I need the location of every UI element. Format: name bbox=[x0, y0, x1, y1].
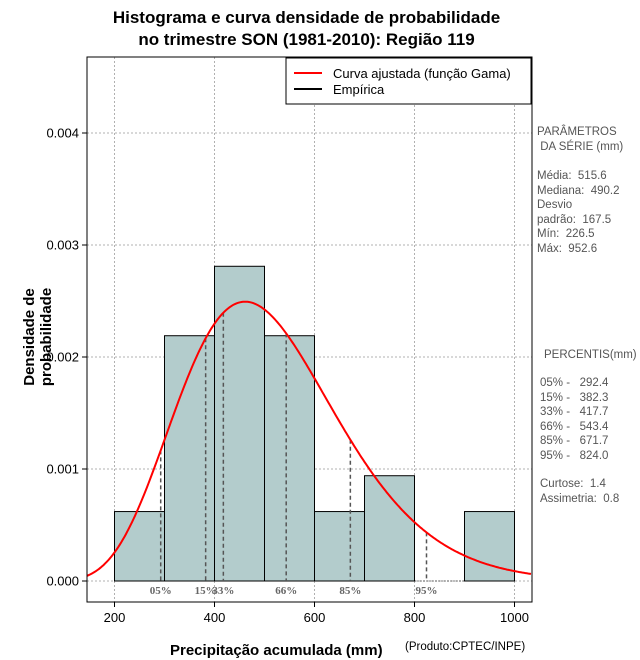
chart-title-line1: Histograma e curva densidade de probabil… bbox=[112, 8, 501, 27]
gamma-fit-curve bbox=[86, 300, 532, 577]
stat-mediana: Mediana: 490.2 bbox=[537, 185, 620, 197]
chart-title-line2: no trimestre SON (1981-2010): Região 119 bbox=[138, 30, 475, 49]
x-tick-label: 800 bbox=[404, 610, 426, 625]
stat-media: Média: 515.6 bbox=[537, 170, 607, 182]
stat-max: Máx: 952.6 bbox=[537, 243, 598, 255]
params-title-2: DA SÉRIE (mm) bbox=[537, 141, 624, 153]
pct-95: 95% - 824.0 bbox=[540, 450, 609, 462]
percentile-label: 15% bbox=[195, 585, 217, 597]
pct-15: 15% - 382.3 bbox=[540, 392, 609, 404]
percentile-label: 85% bbox=[339, 585, 361, 597]
product-credit: (Produto:CPTEC/INPE) bbox=[405, 641, 526, 653]
percentiles-title: PERCENTIS(mm) bbox=[544, 349, 637, 361]
y-tick-label: 0.002 bbox=[46, 350, 79, 365]
legend-label-empirical: Empírica bbox=[333, 82, 385, 97]
histogram-bar bbox=[364, 475, 415, 582]
pct-05: 05% - 292.4 bbox=[540, 377, 609, 389]
x-axis-label: Precipitação acumulada (mm) bbox=[170, 642, 383, 659]
percentile-label: 33% bbox=[212, 585, 234, 597]
y-axis-label: Densidade de probabilidade bbox=[21, 287, 55, 387]
x-tick-label: 200 bbox=[104, 610, 126, 625]
histogram-bar bbox=[264, 335, 315, 582]
stat-assimetria: Assimetria: 0.8 bbox=[540, 493, 620, 505]
percentile-lines bbox=[159, 312, 428, 581]
pct-66: 66% - 543.4 bbox=[540, 421, 609, 433]
x-tick-label: 400 bbox=[204, 610, 226, 625]
percentile-label: 05% bbox=[150, 585, 172, 597]
stat-min: Mín: 226.5 bbox=[537, 228, 595, 240]
stat-desvio: Desvio bbox=[537, 199, 573, 211]
y-tick-label: 0.004 bbox=[46, 126, 79, 141]
params-title-1: PARÂMETROS bbox=[537, 126, 617, 138]
axes: 200 400 600 800 1000 0.000 0.001 0.002 0.003 0.00… bbox=[46, 126, 529, 626]
legend-label-fit: Curva ajustada (função Gama) bbox=[333, 66, 511, 81]
legend-box bbox=[285, 57, 532, 105]
percentile-label: 66% bbox=[275, 585, 297, 597]
histogram-bar bbox=[114, 511, 165, 582]
histogram-bar bbox=[214, 265, 265, 582]
x-tick-label: 600 bbox=[304, 610, 326, 625]
y-tick-label: 0.003 bbox=[46, 238, 79, 253]
histogram-bars bbox=[114, 265, 515, 582]
percentile-label: 95% bbox=[416, 585, 438, 597]
pct-85: 85% - 671.7 bbox=[540, 435, 609, 447]
percentile-labels: 05% 15%33% 66% 85% 95% bbox=[150, 585, 438, 597]
y-tick-label: 0.000 bbox=[46, 574, 79, 589]
x-tick-label: 1000 bbox=[500, 610, 529, 625]
histogram-bar bbox=[314, 511, 365, 582]
y-tick-label: 0.001 bbox=[46, 462, 79, 477]
legend: Curva ajustada (função Gama) Empírica bbox=[285, 57, 532, 105]
stat-curtose: Curtose: 1.4 bbox=[540, 478, 606, 490]
stat-padrao: padrão: 167.5 bbox=[537, 214, 612, 226]
plot-frame bbox=[86, 56, 533, 603]
pct-33: 33% - 417.7 bbox=[540, 406, 609, 418]
